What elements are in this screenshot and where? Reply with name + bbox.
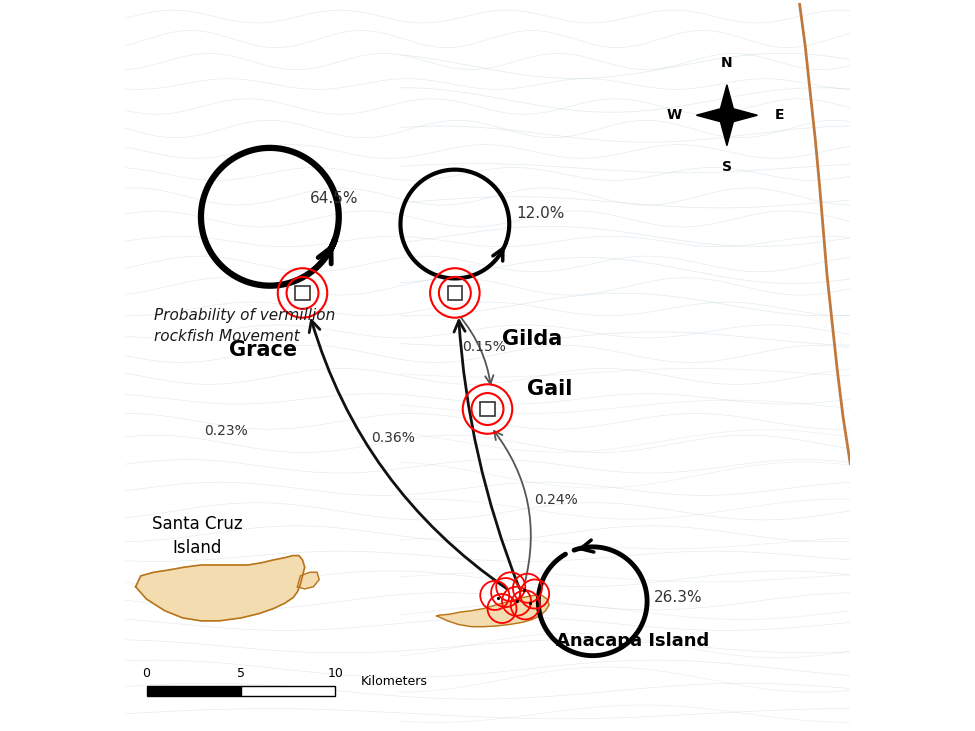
Text: Kilometers: Kilometers (361, 675, 427, 689)
Text: 64.5%: 64.5% (310, 191, 358, 206)
Text: 10: 10 (328, 667, 343, 680)
Text: S: S (722, 160, 732, 175)
Bar (241, 686, 335, 696)
Polygon shape (297, 572, 319, 589)
Polygon shape (136, 556, 305, 621)
Bar (448, 286, 462, 300)
Text: 0: 0 (142, 667, 150, 680)
Text: 0.24%: 0.24% (534, 493, 578, 507)
Text: Anacapa Island: Anacapa Island (557, 632, 710, 650)
Text: Probability of vermillion
rockfish Movement: Probability of vermillion rockfish Movem… (154, 308, 335, 344)
Text: W: W (667, 108, 682, 122)
Bar (481, 402, 494, 416)
Text: Gail: Gail (527, 379, 572, 398)
Bar (295, 286, 310, 300)
Text: Gilda: Gilda (502, 329, 563, 349)
Text: E: E (774, 108, 784, 122)
Polygon shape (437, 596, 549, 626)
Text: 5: 5 (237, 667, 245, 680)
Text: 26.3%: 26.3% (654, 590, 703, 605)
Text: N: N (722, 56, 732, 70)
Bar (146, 686, 241, 696)
Text: 12.0%: 12.0% (517, 205, 565, 221)
Text: Grace: Grace (228, 340, 296, 360)
Polygon shape (696, 85, 758, 145)
Text: 0.15%: 0.15% (462, 341, 506, 355)
Text: 0.36%: 0.36% (371, 431, 415, 445)
Text: Santa Cruz
Island: Santa Cruz Island (152, 515, 243, 557)
Text: 0.23%: 0.23% (205, 424, 249, 438)
